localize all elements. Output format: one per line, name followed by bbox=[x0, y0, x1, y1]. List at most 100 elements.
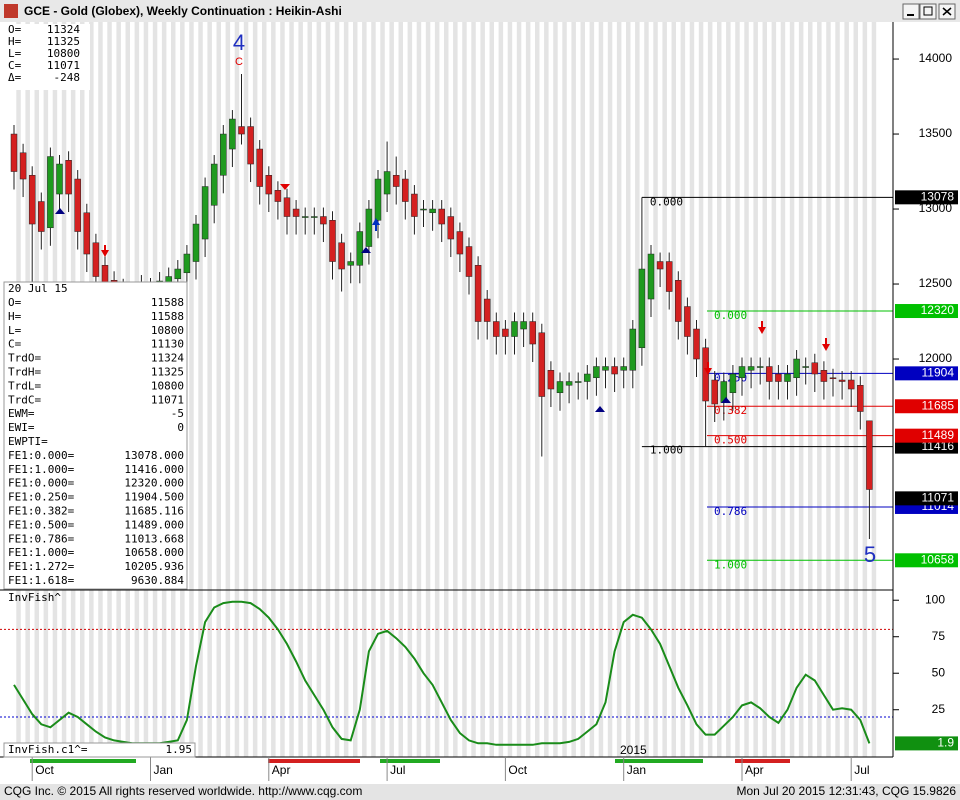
week-stripe bbox=[198, 22, 203, 757]
week-stripe bbox=[598, 22, 604, 757]
week-stripe bbox=[525, 22, 531, 757]
week-stripe bbox=[680, 22, 686, 757]
week-stripe bbox=[771, 22, 777, 757]
candle-body bbox=[511, 321, 518, 337]
fib-label: 0.382 bbox=[714, 404, 747, 417]
week-stripe bbox=[234, 22, 240, 757]
buy-triangle bbox=[55, 208, 65, 214]
y-tick-label: 100 bbox=[925, 592, 945, 606]
candle-body bbox=[593, 366, 600, 379]
candle-body bbox=[338, 242, 345, 270]
y-tick-label: 12000 bbox=[919, 351, 953, 365]
candle-body bbox=[447, 216, 455, 240]
buy-triangle bbox=[721, 397, 731, 403]
candle-body bbox=[529, 321, 536, 345]
week-stripe bbox=[243, 22, 249, 757]
study-markers bbox=[55, 184, 830, 412]
week-stripe bbox=[307, 22, 312, 757]
week-stripe bbox=[671, 22, 676, 757]
price-box bbox=[895, 366, 958, 381]
candle-body bbox=[274, 190, 282, 202]
data-box-value: 10800 bbox=[151, 379, 184, 392]
week-stripe bbox=[298, 22, 303, 757]
candle-body bbox=[656, 261, 664, 270]
candle-body bbox=[802, 366, 809, 368]
week-stripe bbox=[362, 22, 367, 757]
data-box-label: TrdL= bbox=[8, 379, 41, 392]
week-stripe bbox=[817, 22, 822, 757]
sell-marker bbox=[704, 368, 712, 375]
week-stripe bbox=[262, 22, 267, 757]
buy-triangle bbox=[595, 406, 605, 412]
candle-body bbox=[556, 381, 564, 394]
week-stripe bbox=[762, 22, 767, 757]
price-box bbox=[895, 428, 958, 443]
week-stripe bbox=[562, 22, 567, 757]
candle-body bbox=[320, 216, 327, 225]
week-stripe bbox=[316, 22, 322, 757]
data-box-rows: O= 11588 H= 11588 L= 10800 C= 11130 TrdO= 11324 Tr… bbox=[8, 296, 184, 587]
data-box-value: 13078.000 bbox=[124, 449, 184, 462]
x-tick-label: Oct bbox=[35, 763, 54, 777]
x-tick-label: Jan bbox=[627, 763, 646, 777]
info-value: 11324 bbox=[47, 23, 80, 36]
sell-marker bbox=[758, 327, 766, 334]
data-box-label: EWPTI= bbox=[8, 435, 48, 448]
week-stripe bbox=[480, 22, 485, 757]
candle-body bbox=[47, 156, 54, 229]
info-value: -248 bbox=[54, 71, 81, 84]
fib-label: 1.000 bbox=[650, 444, 683, 457]
candle-body bbox=[711, 379, 718, 405]
price-box bbox=[895, 304, 958, 319]
week-stripe bbox=[398, 22, 403, 757]
x-tick-label: Apr bbox=[745, 763, 764, 777]
week-stripe bbox=[589, 22, 595, 757]
candle-body bbox=[729, 373, 737, 394]
data-box-label: FE1:0.000= bbox=[8, 449, 75, 462]
data-box-value: 11324 bbox=[151, 352, 184, 365]
app-icon bbox=[4, 4, 18, 18]
info-label: Δ= bbox=[8, 71, 22, 84]
candle-body bbox=[229, 118, 236, 150]
candle-body bbox=[483, 298, 491, 322]
week-stripe bbox=[607, 22, 613, 757]
data-box-label: TrdH= bbox=[8, 366, 41, 379]
fib-label: 0.786 bbox=[714, 505, 747, 518]
maximize-button[interactable] bbox=[919, 3, 937, 20]
week-stripe bbox=[343, 22, 349, 757]
week-stripe bbox=[726, 22, 731, 757]
session-bar bbox=[735, 759, 790, 763]
candle-body bbox=[811, 362, 819, 375]
status-left: CQG Inc. © 2015 All rights reserved worl… bbox=[4, 784, 362, 798]
week-stripe bbox=[453, 22, 458, 757]
x-tick-label: Jul bbox=[390, 763, 405, 777]
data-box-value: 11416.000 bbox=[124, 463, 184, 476]
candle-body bbox=[465, 246, 473, 277]
week-stripe bbox=[580, 22, 585, 757]
candle-body bbox=[684, 306, 691, 337]
candle-body bbox=[374, 178, 382, 221]
week-stripe bbox=[334, 22, 340, 757]
price-box bbox=[895, 491, 958, 506]
year-label: 2015 bbox=[620, 743, 647, 757]
candle-body bbox=[301, 216, 309, 218]
week-stripe bbox=[380, 22, 385, 757]
y-tick-label: 12500 bbox=[919, 276, 953, 290]
indicator-legend-value: 1.95 bbox=[166, 743, 193, 756]
status-right: Mon Jul 20 2015 12:31:43, CQG 15.9826 bbox=[737, 784, 957, 798]
data-box-label: EWM= bbox=[8, 407, 35, 420]
candle-body bbox=[474, 265, 482, 322]
candle-body bbox=[820, 370, 828, 382]
minimize-button[interactable] bbox=[902, 3, 920, 20]
week-stripe bbox=[207, 22, 212, 757]
x-tick-label: Jul bbox=[854, 763, 869, 777]
week-stripe bbox=[225, 22, 231, 757]
price-axis bbox=[893, 22, 960, 757]
candle-body bbox=[493, 321, 500, 337]
candle-body bbox=[766, 366, 773, 382]
data-box-value: 11588 bbox=[151, 296, 184, 309]
sell-marker bbox=[822, 344, 830, 351]
week-stripe bbox=[616, 22, 622, 757]
indicator-legend-label: InvFish.c1^= bbox=[8, 743, 88, 756]
week-stripe bbox=[507, 22, 513, 757]
